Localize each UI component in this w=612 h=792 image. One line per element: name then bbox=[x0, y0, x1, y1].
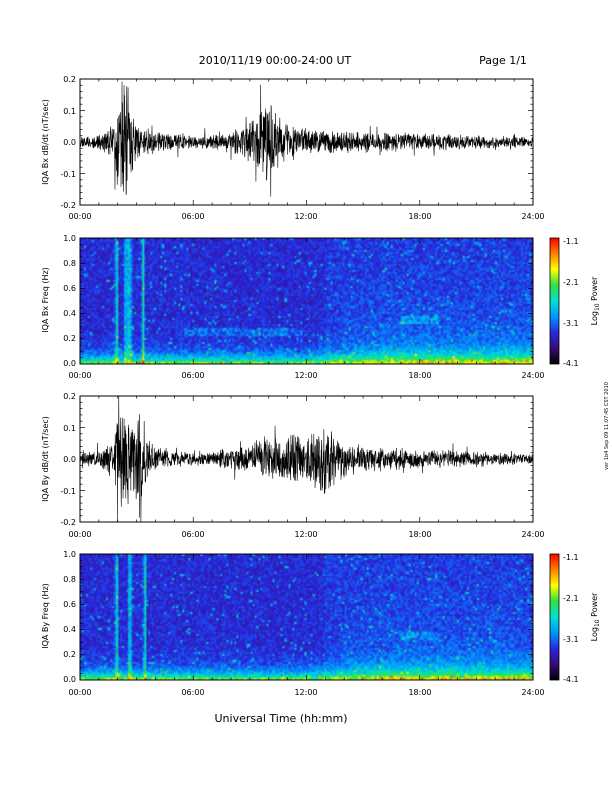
bx-colorbar-tick: -2.1 bbox=[563, 278, 579, 287]
bx-dbdt-panel: IQA Bx dB/dt (nT/sec) -0.2 -0.1 0.0 0.1 … bbox=[41, 75, 545, 221]
by-dbdt-ytick: 0.1 bbox=[63, 424, 76, 433]
bx-spectrogram-panel: IQA Bx Freq (Hz) 0.0 0.2 0.4 0.6 0.8 1.0… bbox=[41, 234, 601, 380]
by-spectrogram-panel: IQA By Freq (Hz) 0.0 0.2 0.4 0.6 0.8 1.0… bbox=[41, 550, 601, 697]
by-spectrogram-xtick: 06:00 bbox=[181, 688, 204, 697]
by-spectrogram-ytick: 0.8 bbox=[63, 575, 76, 584]
by-dbdt-panel: IQA By dB/dt (nT/sec) -0.2 -0.1 0.0 0.1 … bbox=[41, 392, 545, 539]
bx-spectrogram-xtick: 24:00 bbox=[521, 371, 544, 380]
bx-dbdt-ytick: -0.1 bbox=[60, 170, 76, 179]
bx-dbdt-ylabel: IQA Bx dB/dt (nT/sec) bbox=[41, 99, 50, 185]
x-axis-label: Universal Time (hh:mm) bbox=[215, 712, 348, 725]
by-dbdt-xtick: 00:00 bbox=[68, 530, 91, 539]
by-spectrogram-ytick: 0.6 bbox=[63, 600, 76, 609]
by-colorbar-label-main: Log bbox=[590, 627, 599, 641]
by-spectrogram-image bbox=[80, 554, 533, 680]
by-dbdt-xtick: 18:00 bbox=[408, 530, 431, 539]
bx-dbdt-ytick: -0.2 bbox=[60, 201, 76, 210]
bx-spectrogram-xtick: 12:00 bbox=[294, 371, 317, 380]
by-dbdt-xtick: 24:00 bbox=[521, 530, 544, 539]
bx-spectrogram-ytick: 0.2 bbox=[63, 334, 76, 343]
by-spectrogram-ytick: 0.0 bbox=[63, 675, 76, 684]
bx-dbdt-xtick: 06:00 bbox=[181, 212, 204, 221]
by-spectrogram-xtick: 12:00 bbox=[294, 688, 317, 697]
dbdt-series-line bbox=[80, 81, 533, 197]
by-colorbar-label-rest: Power bbox=[590, 592, 599, 619]
by-dbdt-ticks bbox=[79, 395, 534, 523]
bx-colorbar-label-rest: Power bbox=[590, 276, 599, 303]
bx-dbdt-trace bbox=[80, 81, 533, 197]
dbdt-series-line bbox=[80, 396, 533, 522]
by-colorbar bbox=[549, 553, 560, 681]
bx-dbdt-ytick: 0.2 bbox=[63, 75, 76, 84]
bx-colorbar-tick: -1.1 bbox=[563, 237, 579, 246]
by-colorbar-tick: -2.1 bbox=[563, 594, 579, 603]
bx-colorbar-tick: -3.1 bbox=[563, 319, 579, 328]
by-spectrogram-ytick: 0.2 bbox=[63, 650, 76, 659]
by-colorbar-tick: -3.1 bbox=[563, 635, 579, 644]
bx-dbdt-ytick: 0.1 bbox=[63, 107, 76, 116]
by-colorbar-tick: -1.1 bbox=[563, 553, 579, 562]
by-spectrogram-xtick: 00:00 bbox=[68, 688, 91, 697]
by-spectrogram-ytick: 1.0 bbox=[63, 550, 76, 559]
bx-colorbar-label: Log10 Power bbox=[590, 276, 601, 325]
by-dbdt-xtick: 12:00 bbox=[294, 530, 317, 539]
bx-spectrogram-ytick: 0.4 bbox=[63, 309, 76, 318]
bx-dbdt-ytick: 0.0 bbox=[63, 138, 76, 147]
bx-colorbar bbox=[549, 237, 560, 365]
by-dbdt-xtick: 06:00 bbox=[181, 530, 204, 539]
by-dbdt-ytick: 0.0 bbox=[63, 455, 76, 464]
bx-spectrogram-xtick: 00:00 bbox=[68, 371, 91, 380]
bx-colorbar-label-sub: 10 bbox=[594, 303, 601, 311]
bx-spectrogram-ylabel: IQA Bx Freq (Hz) bbox=[41, 267, 50, 333]
by-dbdt-ytick: 0.2 bbox=[63, 392, 76, 401]
by-colorbar-label-sub: 10 bbox=[594, 619, 601, 627]
bx-dbdt-ticks bbox=[79, 78, 534, 206]
bx-colorbar-label-main: Log bbox=[590, 311, 599, 325]
by-dbdt-ytick: -0.1 bbox=[60, 487, 76, 496]
bx-spectrogram-ticks bbox=[79, 237, 534, 365]
bx-dbdt-xtick: 12:00 bbox=[294, 212, 317, 221]
header-page-number: Page 1/1 bbox=[479, 54, 527, 67]
bx-spectrogram-ytick: 0.0 bbox=[63, 359, 76, 368]
bx-dbdt-xtick: 18:00 bbox=[408, 212, 431, 221]
bx-dbdt-xtick: 00:00 bbox=[68, 212, 91, 221]
bx-colorbar-tick: -4.1 bbox=[563, 359, 579, 368]
version-stamp: ver 1b4 Sep 09 11:07:45 CST 2010 bbox=[604, 382, 610, 470]
by-dbdt-trace bbox=[80, 396, 533, 522]
by-dbdt-ylabel: IQA By dB/dt (nT/sec) bbox=[41, 416, 50, 502]
bx-spectrogram-xtick: 18:00 bbox=[408, 371, 431, 380]
by-spectrogram-ticks bbox=[79, 553, 534, 681]
by-colorbar-tick: -4.1 bbox=[563, 675, 579, 684]
header-date-range: 2010/11/19 00:00-24:00 UT bbox=[199, 54, 352, 67]
bx-spectrogram-image bbox=[80, 238, 533, 364]
bx-spectrogram-ytick: 1.0 bbox=[63, 234, 76, 243]
bx-spectrogram-xtick: 06:00 bbox=[181, 371, 204, 380]
by-spectrogram-xtick: 24:00 bbox=[521, 688, 544, 697]
by-spectrogram-ylabel: IQA By Freq (Hz) bbox=[41, 583, 50, 649]
by-colorbar-label: Log10 Power bbox=[590, 592, 601, 641]
by-spectrogram-xtick: 18:00 bbox=[408, 688, 431, 697]
by-dbdt-ytick: -0.2 bbox=[60, 518, 76, 527]
by-spectrogram-ytick: 0.4 bbox=[63, 625, 76, 634]
bx-dbdt-xtick: 24:00 bbox=[521, 212, 544, 221]
bx-spectrogram-ytick: 0.6 bbox=[63, 284, 76, 293]
bx-spectrogram-ytick: 0.8 bbox=[63, 259, 76, 268]
